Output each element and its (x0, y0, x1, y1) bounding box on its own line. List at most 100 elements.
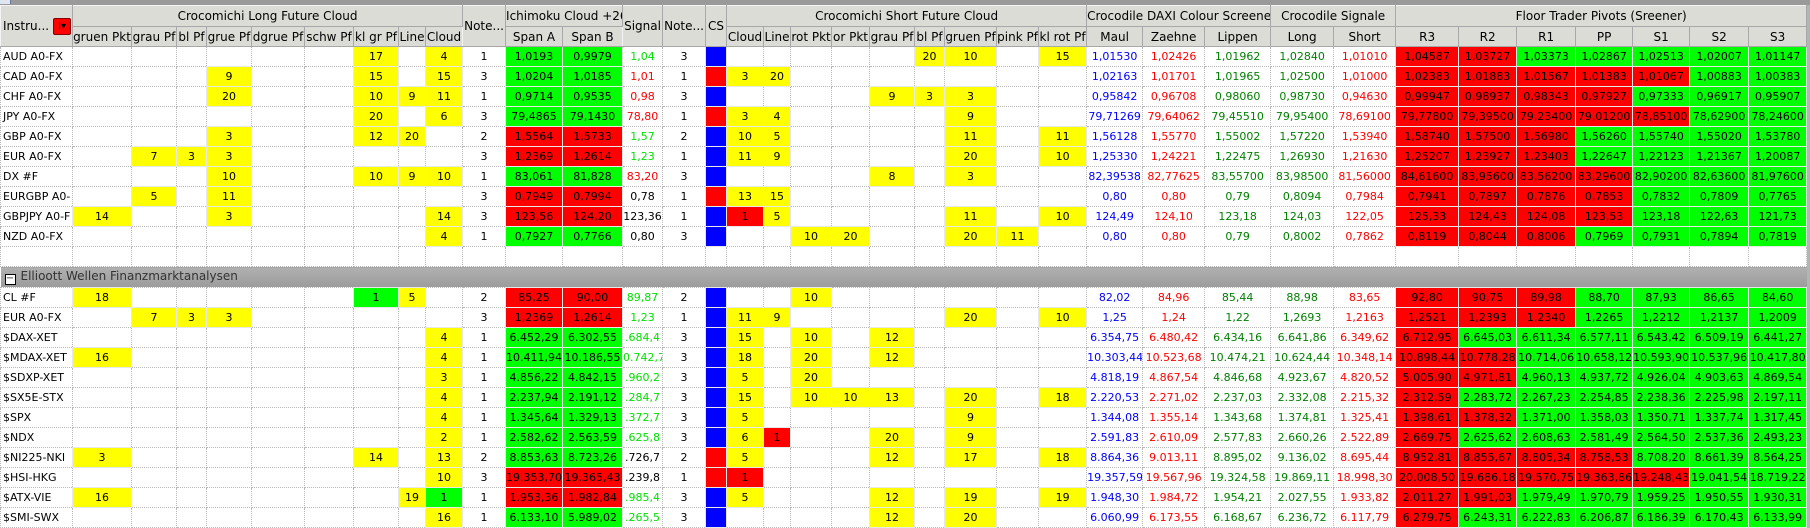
long-cloud-cell[interactable] (72, 46, 132, 67)
span-a-cell[interactable]: 1.953,36 (505, 487, 564, 508)
long-cloud-cell[interactable] (398, 507, 426, 528)
column-header-long-1[interactable]: grau Pf (131, 26, 177, 47)
long-cloud-cell[interactable] (251, 407, 305, 428)
pivot-cell[interactable]: 0,7765 (1748, 186, 1808, 207)
pivot-cell[interactable]: 10.417,80 (1748, 347, 1808, 368)
column-header-short-1[interactable]: Line (763, 26, 792, 47)
crocodile-cell[interactable]: 83,55700 (1204, 166, 1272, 187)
note-cell[interactable]: 1 (662, 467, 707, 488)
long-cloud-cell[interactable] (72, 226, 132, 247)
table-row[interactable]: GBP A0-FX 3 12 20 2 1,5564 1,5733 1,57 2 10 5 11 11 1… (0, 126, 1808, 147)
short-cloud-cell[interactable] (914, 66, 946, 87)
long-cloud-cell[interactable] (131, 106, 177, 127)
signal-cell[interactable]: 0,98 (622, 86, 664, 107)
crocodile-cell[interactable]: 4.846,68 (1204, 367, 1272, 388)
signal-cell[interactable]: .372,7 (622, 407, 664, 428)
short-cloud-cell[interactable] (790, 126, 833, 147)
column-header-short-5[interactable]: bl Pf (914, 26, 946, 47)
long-cloud-cell[interactable] (353, 467, 399, 488)
short-cloud-cell[interactable]: 6 (726, 427, 765, 448)
signal-cell[interactable]: .684,4 (622, 327, 664, 348)
long-cloud-cell[interactable] (206, 427, 252, 448)
pivot-cell[interactable]: 1,56980 (1516, 126, 1577, 147)
short-cloud-cell[interactable] (869, 46, 916, 67)
column-header-sig-0[interactable]: Long (1270, 26, 1335, 47)
long-cloud-cell[interactable] (131, 347, 177, 368)
signal-short-cell[interactable]: 1,2163 (1333, 307, 1397, 328)
column-header-short-0[interactable]: Cloud (726, 26, 765, 47)
table-row[interactable]: $ATX-VIE 16 19 1 1 1.953,36 1.982,84.985,4 3 5 12… (0, 487, 1808, 508)
pivot-cell[interactable]: 1,22647 (1575, 146, 1634, 167)
signal-short-cell[interactable]: 0,7862 (1333, 226, 1397, 247)
note-cell[interactable]: 2 (462, 447, 507, 468)
short-cloud-cell[interactable] (763, 487, 792, 508)
column-header-pivot-1[interactable]: R2 (1458, 26, 1518, 47)
column-header-sig-1[interactable]: Short (1333, 26, 1397, 47)
pivot-cell[interactable]: 92,80 (1395, 287, 1460, 308)
note-cell[interactable]: 3 (662, 507, 707, 528)
cs-indicator[interactable] (705, 126, 728, 147)
long-cloud-cell[interactable] (206, 287, 252, 308)
signal-short-cell[interactable]: 18.998,30 (1333, 467, 1397, 488)
short-cloud-cell[interactable] (914, 287, 946, 308)
pivot-cell[interactable]: 90,75 (1458, 287, 1518, 308)
span-b-cell[interactable]: 0,7766 (562, 226, 624, 247)
crocodile-cell[interactable]: 8.895,02 (1204, 447, 1272, 468)
short-cloud-cell[interactable] (763, 447, 792, 468)
pivot-cell[interactable]: 4.937,72 (1575, 367, 1634, 388)
signal-long-cell[interactable]: 1,2693 (1270, 307, 1335, 328)
crocodile-cell[interactable]: 6.168,67 (1204, 507, 1272, 528)
note-cell[interactable]: 1 (462, 407, 507, 428)
short-cloud-cell[interactable]: 12 (869, 327, 916, 348)
crocodile-cell[interactable]: 1,02163 (1086, 66, 1144, 87)
long-cloud-cell[interactable] (206, 347, 252, 368)
pivot-cell[interactable]: 1.979,49 (1516, 487, 1577, 508)
long-cloud-cell[interactable] (251, 66, 305, 87)
long-cloud-cell[interactable]: 15 (353, 66, 399, 87)
column-header-pivot-5[interactable]: S2 (1689, 26, 1750, 47)
long-cloud-cell[interactable]: 3 (206, 146, 252, 167)
long-cloud-cell[interactable] (72, 166, 132, 187)
note-cell[interactable]: 1 (462, 226, 507, 247)
note-cell[interactable]: 3 (662, 86, 707, 107)
long-cloud-cell[interactable] (304, 327, 354, 348)
pivot-cell[interactable]: 1,02007 (1689, 46, 1750, 67)
pivot-cell[interactable]: 1,02383 (1395, 66, 1460, 87)
short-cloud-cell[interactable] (944, 467, 998, 488)
short-cloud-cell[interactable] (763, 347, 792, 368)
span-b-cell[interactable]: 0,7994 (562, 186, 624, 207)
pivot-cell[interactable]: 5.005,90 (1395, 367, 1460, 388)
long-cloud-cell[interactable] (72, 106, 132, 127)
instrument-cell[interactable]: AUD A0-FX (0, 46, 73, 67)
cs-indicator[interactable] (705, 287, 728, 308)
long-cloud-cell[interactable] (206, 367, 252, 388)
short-cloud-cell[interactable]: 11 (726, 307, 765, 328)
short-cloud-cell[interactable] (914, 186, 946, 207)
short-cloud-cell[interactable]: 19 (944, 487, 998, 508)
pivot-cell[interactable]: 121,73 (1748, 206, 1808, 227)
short-cloud-cell[interactable] (914, 367, 946, 388)
signal-short-cell[interactable]: 0,94630 (1333, 86, 1397, 107)
note-cell[interactable]: 3 (462, 186, 507, 207)
short-cloud-cell[interactable] (790, 86, 833, 107)
pivot-cell[interactable]: 1,01067 (1632, 66, 1691, 87)
pivot-cell[interactable]: 1,20087 (1748, 146, 1808, 167)
short-cloud-cell[interactable] (790, 46, 833, 67)
note-cell[interactable]: 2 (662, 447, 707, 468)
pivot-cell[interactable]: 86,65 (1689, 287, 1750, 308)
signal-short-cell[interactable]: 1,53940 (1333, 126, 1397, 147)
short-cloud-cell[interactable]: 10 (790, 287, 833, 308)
pivot-cell[interactable]: 2.312,59 (1395, 387, 1460, 408)
short-cloud-cell[interactable]: 9 (944, 407, 998, 428)
instrument-cell[interactable]: GBPJPY A0-F (0, 206, 73, 227)
table-row[interactable]: JPY A0-FX 20 6 3 79,4865 79,1430 78,80 1 3 4 9 79,7… (0, 106, 1808, 127)
long-cloud-cell[interactable] (131, 407, 177, 428)
long-cloud-cell[interactable] (131, 226, 177, 247)
long-cloud-cell[interactable] (206, 106, 252, 127)
cs-indicator[interactable] (705, 487, 728, 508)
column-header-long-0[interactable]: gruen Pkt (72, 26, 132, 47)
signal-long-cell[interactable]: 9.136,02 (1270, 447, 1335, 468)
short-cloud-cell[interactable]: 18 (1038, 387, 1088, 408)
note-cell[interactable]: 3 (662, 347, 707, 368)
column-header-long-5[interactable]: schw Pf (304, 26, 354, 47)
